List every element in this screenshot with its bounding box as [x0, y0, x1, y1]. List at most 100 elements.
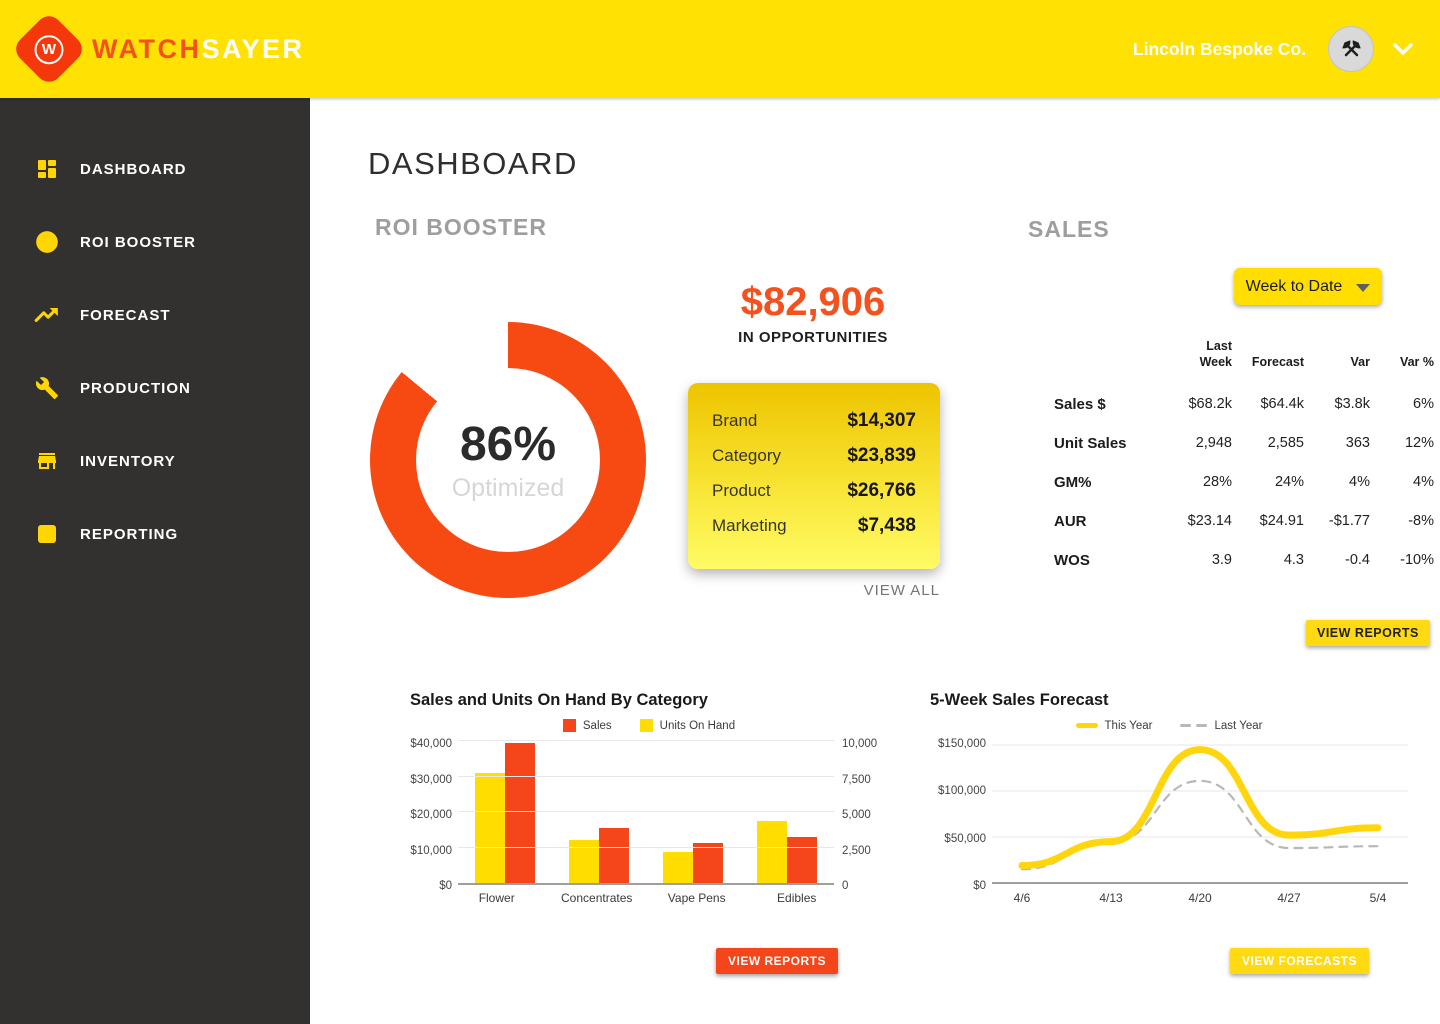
cell: -$1.77	[1328, 513, 1370, 529]
main-content: DASHBOARD ROI BOOSTER 86% Optimized $82,…	[310, 98, 1440, 1024]
opportunities-amount: $82,906	[740, 280, 886, 324]
breakdown-row: Brand $14,307	[712, 410, 916, 432]
gridline	[458, 811, 834, 812]
col-header-var: Var	[1350, 355, 1370, 370]
bar	[787, 836, 817, 883]
legend-dashed-swatch	[1180, 723, 1208, 728]
bar	[505, 742, 535, 883]
cell: 28%	[1202, 474, 1232, 490]
bar-chart-right-axis: 0 2,500 5,000 7,500 10,000	[834, 738, 888, 892]
cell: 24%	[1274, 474, 1304, 490]
line-series-this-year	[1018, 746, 1382, 870]
brand-name: WATCHSAYER	[92, 34, 305, 65]
table-corner	[1054, 371, 1160, 385]
bar-chart: Sales and Units On Hand By Category Sale…	[410, 691, 888, 905]
sidebar-item-label: DASHBOARD	[80, 160, 187, 178]
row-label: GM%	[1054, 473, 1092, 491]
legend-label: This Year	[1104, 719, 1153, 732]
breakdown-row: Marketing $7,438	[712, 515, 916, 537]
gridline	[458, 846, 834, 848]
bar-chart-bars	[458, 742, 834, 883]
sidebar-item-dashboard[interactable]: DASHBOARD	[0, 144, 310, 194]
line-chart-x-labels: 4/6 4/13 4/20 4/27 5/4	[992, 891, 1408, 909]
wrench-icon	[34, 375, 60, 401]
sidebar-item-production[interactable]: PRODUCTION	[0, 363, 310, 413]
date-range-dropdown[interactable]: Week to Date	[1234, 268, 1382, 305]
bar-chart-x-labels: Flower Concentrates Vape Pens Edibles	[447, 891, 847, 905]
company-name: Lincoln Bespoke Co.	[1132, 38, 1306, 59]
brand-name-primary: WATCH	[92, 33, 202, 64]
chevron-down-icon[interactable]	[1392, 42, 1414, 57]
cell: 4%	[1349, 474, 1370, 490]
view-all-link[interactable]: VIEW ALL	[863, 582, 940, 599]
account-menu[interactable]: Lincoln Bespoke Co.	[1133, 26, 1414, 72]
sidebar-item-roi-booster[interactable]: ROI BOOSTER	[0, 217, 310, 267]
sidebar-item-inventory[interactable]: INVENTORY	[0, 436, 310, 486]
cell: 6%	[1413, 396, 1434, 412]
sidebar-item-label: ROI BOOSTER	[80, 233, 197, 251]
axis-tick: 0	[842, 880, 849, 892]
brand-logo[interactable]: W WATCHSAYER	[10, 10, 305, 88]
cell: $3.8k	[1334, 396, 1370, 412]
brand-name-secondary: SAYER	[201, 33, 305, 64]
gridline	[458, 740, 834, 741]
x-tick-label: 4/6	[1013, 891, 1031, 905]
cell: $23.14	[1187, 513, 1232, 529]
donut-sub-label: Optimized	[451, 474, 565, 502]
legend-item: Units On Hand	[639, 719, 735, 732]
axis-tick: $0	[973, 880, 986, 892]
bar-chart-legend: Sales Units On Hand	[410, 718, 888, 733]
x-category-label: Concentrates	[561, 891, 633, 905]
cell: 2,585	[1267, 435, 1304, 451]
gridline	[458, 775, 834, 777]
top-bar: W WATCHSAYER Lincoln Bespoke Co.	[0, 0, 1440, 98]
roi-booster-heading: ROI BOOSTER	[375, 214, 548, 240]
sidebar-item-forecast[interactable]: FORECAST	[0, 290, 310, 340]
sidebar-nav: DASHBOARD ROI BOOSTER FORECAST PRODUCTIO…	[0, 98, 310, 1024]
breakdown-row: Category $23,839	[712, 445, 916, 467]
legend-item: Last Year	[1180, 720, 1262, 732]
logo-diamond-icon: W	[10, 10, 88, 88]
legend-swatch	[639, 719, 653, 732]
crossed-axes-icon	[1341, 39, 1361, 56]
row-label: Sales $	[1054, 395, 1106, 413]
line-chart-title: 5-Week Sales Forecast	[930, 691, 1109, 709]
axis-tick: $30,000	[410, 773, 452, 786]
x-tick-label: 4/20	[1188, 891, 1212, 905]
breakdown-value: $26,766	[847, 480, 916, 501]
date-range-value: Week to Date	[1245, 277, 1343, 295]
cell: $64.4k	[1260, 396, 1304, 412]
axis-tick: $150,000	[938, 738, 986, 750]
sales-heading: SALES	[1028, 216, 1110, 242]
view-forecasts-button[interactable]: VIEW FORECASTS	[1230, 948, 1370, 974]
sidebar-item-reporting[interactable]: REPORTING	[0, 509, 310, 559]
line-chart-plot: 4/6 4/13 4/20 4/27 5/4	[992, 743, 1408, 905]
col-header-forecast: Forecast	[1251, 355, 1304, 370]
axis-tick: $100,000	[938, 785, 986, 798]
axis-tick: 2,500	[842, 844, 871, 857]
row-label: WOS	[1054, 551, 1090, 569]
cell: 12%	[1404, 435, 1434, 451]
roi-donut-chart: 86% Optimized	[370, 322, 646, 598]
col-header-last-week: Last Week	[1199, 339, 1232, 370]
bar	[757, 821, 787, 883]
bar-group	[569, 827, 629, 883]
legend-label: Last Year	[1214, 719, 1263, 732]
line-chart: 5-Week Sales Forecast This Year Last Year…	[930, 691, 1408, 905]
sales-view-reports-button[interactable]: VIEW REPORTS	[1306, 620, 1430, 646]
cell: $68.2k	[1188, 396, 1232, 412]
bar-chart-left-axis: $0 $10,000 $20,000 $30,000 $40,000	[410, 738, 458, 892]
col-header-var-pct: Var %	[1399, 355, 1434, 370]
legend-line-swatch	[1075, 723, 1098, 728]
bar-chart-plot	[458, 740, 834, 885]
bar-chart-title: Sales and Units On Hand By Category	[410, 691, 708, 709]
sales-table: Last Week Forecast Var Var % Sales $ $68…	[1054, 338, 1434, 580]
donut-percent: 86%	[459, 418, 557, 471]
x-category-label: Edibles	[777, 891, 817, 905]
view-reports-button[interactable]: VIEW REPORTS	[716, 948, 839, 974]
breakdown-value: $14,307	[847, 410, 916, 431]
axis-tick: 7,500	[842, 773, 871, 786]
breakdown-value: $23,839	[847, 445, 916, 466]
bar-group	[663, 842, 723, 883]
avatar[interactable]	[1328, 26, 1374, 72]
